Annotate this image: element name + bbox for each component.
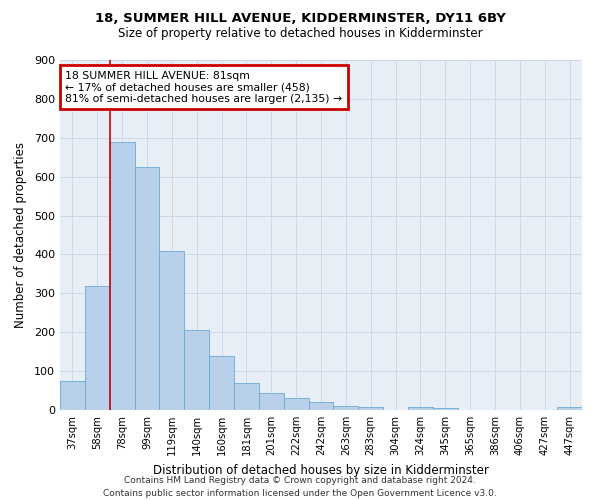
Bar [85,286,110,410]
Text: Size of property relative to detached houses in Kidderminster: Size of property relative to detached ho… [118,28,482,40]
Bar [184,330,209,410]
Y-axis label: Number of detached properties: Number of detached properties [14,142,27,328]
Bar [259,392,284,410]
Text: 18 SUMMER HILL AVENUE: 81sqm
← 17% of detached houses are smaller (458)
81% of s: 18 SUMMER HILL AVENUE: 81sqm ← 17% of de… [65,70,343,104]
Text: Contains HM Land Registry data © Crown copyright and database right 2024.
Contai: Contains HM Land Registry data © Crown c… [103,476,497,498]
Bar [134,167,160,410]
Bar [234,383,259,410]
Bar [60,381,85,410]
Text: 18, SUMMER HILL AVENUE, KIDDERMINSTER, DY11 6BY: 18, SUMMER HILL AVENUE, KIDDERMINSTER, D… [95,12,505,26]
Bar [284,398,308,410]
Bar [308,402,334,410]
Bar [160,250,184,410]
Bar [358,407,383,410]
Bar [408,407,433,410]
Bar [334,406,358,410]
X-axis label: Distribution of detached houses by size in Kidderminster: Distribution of detached houses by size … [153,464,489,476]
Bar [209,356,234,410]
Bar [557,407,582,410]
Bar [433,408,458,410]
Bar [110,142,134,410]
